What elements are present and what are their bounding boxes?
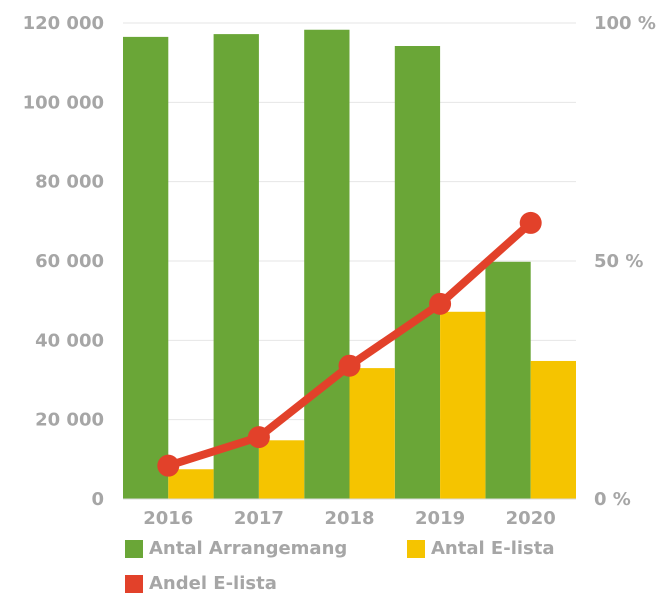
bar-antal-arrangemang-2019	[394, 46, 441, 500]
y-right-tick-label-2: 100 %	[594, 13, 656, 34]
y-left-tick-label-2: 40 000	[35, 330, 104, 351]
x-tick-label-2017: 2017	[234, 508, 284, 529]
legend-item-antal-e-lista: Antal E-lista	[407, 538, 555, 559]
y-left-tick-label-4: 80 000	[35, 172, 104, 193]
legend-swatch-antal-arrangemang	[125, 539, 143, 558]
legend-swatch-andel-e-lista	[125, 574, 143, 593]
bar-antal-arrangemang-2020	[485, 261, 531, 499]
legend-label-antal-e-lista: Antal E-lista	[431, 538, 555, 559]
y-left-tick-label-5: 100 000	[23, 92, 104, 113]
x-tick-label-2019: 2019	[415, 508, 465, 529]
x-tick-label-2020: 2020	[506, 508, 556, 529]
bar-antal-e-lista-2017	[258, 440, 305, 499]
legend-label-andel-e-lista: Andel E-lista	[149, 573, 277, 594]
y-left-tick-label-6: 120 000	[23, 13, 104, 34]
legend-swatch-antal-e-lista	[407, 539, 425, 558]
y-right-tick-label-1: 50 %	[594, 251, 643, 272]
point-andel-e-lista-2020	[519, 211, 542, 234]
y-left-tick-label-3: 60 000	[35, 251, 104, 272]
bar-antal-e-lista-2016	[168, 469, 214, 499]
x-tick-label-2018: 2018	[324, 508, 374, 529]
legend-label-antal-arrangemang: Antal Arrangemang	[149, 538, 348, 559]
point-andel-e-lista-2019	[429, 292, 452, 315]
point-andel-e-lista-2018	[338, 354, 361, 377]
y-left-tick-label-0: 0	[91, 489, 104, 510]
y-right-tick-label-0: 0 %	[594, 489, 631, 510]
point-andel-e-lista-2017	[247, 426, 270, 449]
bar-antal-e-lista-2018	[349, 368, 395, 499]
bar-antal-arrangemang-2017	[213, 34, 259, 500]
bar-antal-arrangemang-2018	[304, 29, 350, 499]
point-andel-e-lista-2016	[157, 454, 180, 477]
x-tick-label-2016: 2016	[143, 508, 193, 529]
bar-antal-e-lista-2019	[440, 311, 486, 499]
bar-antal-arrangemang-2016	[123, 36, 169, 500]
y-left-tick-label-1: 20 000	[35, 410, 104, 431]
legend-item-andel-e-lista: Andel E-lista	[125, 573, 277, 594]
legend-item-antal-arrangemang: Antal Arrangemang	[125, 538, 347, 559]
bar-antal-e-lista-2020	[530, 360, 576, 499]
